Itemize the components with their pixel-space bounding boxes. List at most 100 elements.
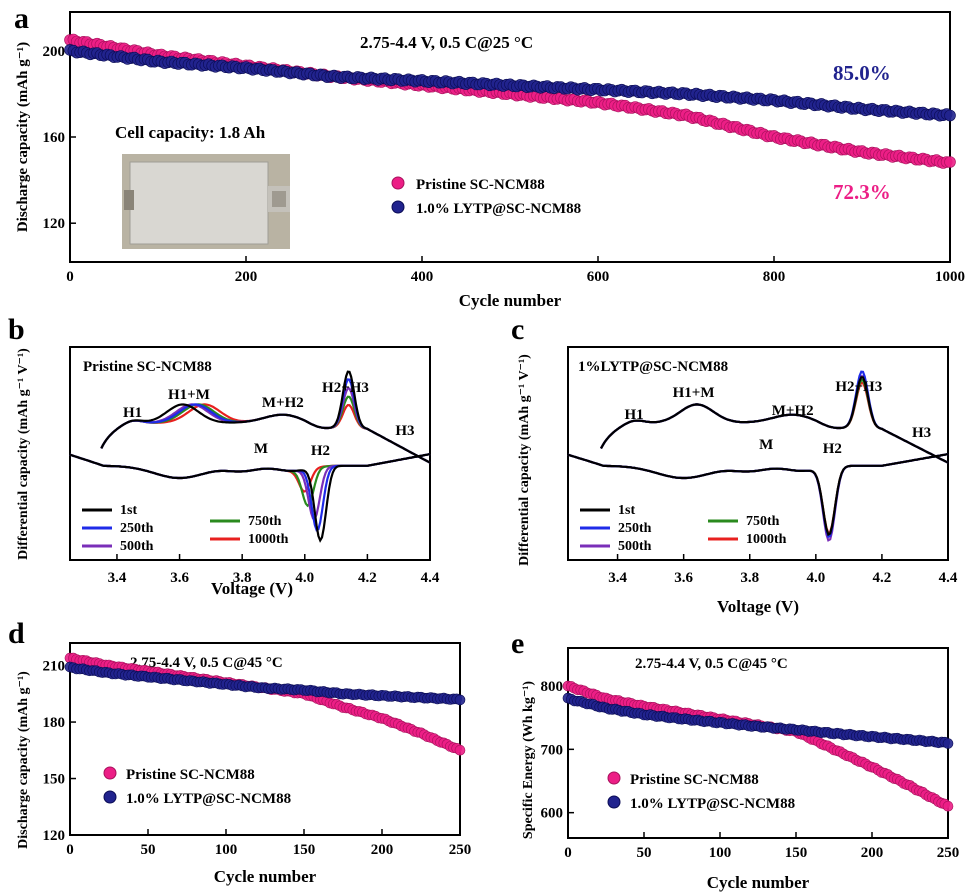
charge-curve <box>600 376 949 464</box>
x-tick-label: 50 <box>637 845 652 861</box>
legend-label-1st: 1st <box>120 503 137 518</box>
panel-e-xlabel: Cycle number <box>707 873 810 892</box>
legend-marker-pristine <box>391 176 405 190</box>
y-tick-label: 160 <box>43 130 66 146</box>
y-tick-label: 700 <box>541 742 564 758</box>
y-tick-label: 210 <box>43 659 66 675</box>
panel-d-frame <box>69 642 461 836</box>
x-tick-label: 0 <box>66 269 74 285</box>
peak-label-h1m: H1+M <box>673 385 715 401</box>
panel-b-ylabel: Differential capacity (mAh g⁻¹ V⁻¹) <box>16 348 31 560</box>
legend-label-1st: 1st <box>618 503 635 518</box>
x-tick-label: 3.6 <box>674 570 693 586</box>
legend-label-250th: 250th <box>618 521 652 536</box>
legend-label-500th: 500th <box>120 539 154 554</box>
y-tick-label: 120 <box>43 828 66 844</box>
peak-label-h2h3: H2+H3 <box>322 380 369 396</box>
retention-pristine: 72.3% <box>833 180 891 204</box>
panel-a-legend: Pristine SC-NCM88 1.0% LYTP@SC-NCM88 <box>391 176 581 217</box>
panel-e: e 2.75-4.4 V, 0.5 C@45 °C Pristine SC-NC… <box>511 627 949 892</box>
legend-label-pristine: Pristine SC-NCM88 <box>416 177 545 193</box>
x-tick-label: 100 <box>215 842 238 858</box>
panel-e-legend: Pristine SC-NCM88 1.0% LYTP@SC-NCM88 <box>607 771 795 812</box>
x-tick-label: 4.4 <box>421 570 440 586</box>
peak-label-h2: H2 <box>311 443 330 459</box>
legend-marker-pristine <box>103 766 117 780</box>
legend-label-lytp: 1.0% LYTP@SC-NCM88 <box>416 201 581 217</box>
peak-label-h1: H1 <box>123 405 142 421</box>
data-point <box>942 800 954 812</box>
panel-b-xlabel: Voltage (V) <box>211 579 293 598</box>
y-tick-label: 180 <box>43 715 66 731</box>
panel-a-ylabel: Discharge capacity (mAh g⁻¹) <box>15 42 31 232</box>
x-tick-label: 200 <box>235 269 258 285</box>
charge-curve <box>100 370 431 464</box>
discharge-curve <box>69 453 431 493</box>
series-1st <box>567 376 949 537</box>
y-tick-label: 200 <box>43 44 66 60</box>
y-tick-label: 800 <box>541 679 564 695</box>
data-point <box>944 109 956 122</box>
x-tick-label: 0 <box>66 842 74 858</box>
panel-a-condition: 2.75-4.4 V, 0.5 C@25 °C <box>360 33 533 52</box>
x-tick-label: 0 <box>564 845 572 861</box>
peak-label-mh2: M+H2 <box>262 395 304 411</box>
y-tick-label: 150 <box>43 772 66 788</box>
legend-marker-lytp <box>391 200 405 214</box>
x-tick-label: 100 <box>709 845 732 861</box>
peak-label-m: M <box>759 437 773 453</box>
panel-d-legend: Pristine SC-NCM88 1.0% LYTP@SC-NCM88 <box>103 766 291 807</box>
legend-label-lytp: 1.0% LYTP@SC-NCM88 <box>630 796 795 812</box>
discharge-curve <box>69 453 431 508</box>
series-lytp <box>64 661 466 706</box>
panel-e-ylabel: Specific Energy (Wh kg⁻¹) <box>521 681 536 840</box>
discharge-curve <box>567 453 949 537</box>
series-pristine <box>562 680 954 812</box>
panel-c-frame <box>567 346 949 561</box>
panel-letter-d: d <box>8 617 25 650</box>
x-tick-label: 3.8 <box>233 570 252 586</box>
panel-c: c 1%LYTP@SC-NCM88 Voltage (V) Differenti… <box>511 313 949 616</box>
discharge-curve <box>69 453 431 543</box>
x-tick-label: 600 <box>587 269 610 285</box>
x-tick-label: 3.8 <box>740 570 759 586</box>
peak-label-h3: H3 <box>395 423 414 439</box>
data-point <box>454 694 466 706</box>
panel-c-ylabel: Differential capacity (mAh g⁻¹ V⁻¹) <box>517 354 532 566</box>
series-1st <box>69 370 431 543</box>
peak-label-h2h3: H2+H3 <box>835 379 882 395</box>
panel-letter-b: b <box>8 313 25 346</box>
x-tick-label: 400 <box>411 269 434 285</box>
x-tick-label: 200 <box>371 842 394 858</box>
x-tick-label: 250 <box>449 842 472 858</box>
panel-letter-c: c <box>511 313 524 346</box>
x-tick-label: 4.2 <box>358 570 377 586</box>
legend-marker-pristine <box>607 771 621 785</box>
legend-label-1000th: 1000th <box>248 532 289 547</box>
panel-b: b Pristine SC-NCM88 Voltage (V) Differen… <box>8 313 431 598</box>
x-tick-label: 150 <box>785 845 808 861</box>
x-tick-label: 3.6 <box>170 570 189 586</box>
panel-d: d 2.75-4.4 V, 0.5 C@45 °C Pristine SC-NC… <box>8 617 461 886</box>
panel-e-condition: 2.75-4.4 V, 0.5 C@45 °C <box>635 656 788 672</box>
legend-label-250th: 250th <box>120 521 154 536</box>
panel-d-xlabel: Cycle number <box>214 867 317 886</box>
legend-label-pristine: Pristine SC-NCM88 <box>126 767 255 783</box>
legend-label-lytp: 1.0% LYTP@SC-NCM88 <box>126 791 291 807</box>
y-tick-label: 600 <box>541 806 564 822</box>
peak-label-m: M <box>254 441 268 457</box>
x-tick-label: 4.0 <box>806 570 825 586</box>
series-lytp <box>562 692 954 749</box>
data-point <box>944 156 956 168</box>
series-lytp <box>64 44 956 122</box>
x-tick-label: 50 <box>141 842 156 858</box>
panel-letter-a: a <box>14 2 29 35</box>
x-tick-label: 4.0 <box>295 570 314 586</box>
peak-label-h3: H3 <box>912 425 931 441</box>
data-point <box>942 738 954 749</box>
y-tick-label: 120 <box>43 216 66 232</box>
data-point <box>454 744 466 756</box>
legend-label-750th: 750th <box>746 514 780 529</box>
